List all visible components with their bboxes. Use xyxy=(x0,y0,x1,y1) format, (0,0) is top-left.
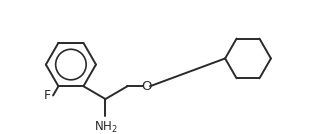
Text: O: O xyxy=(141,80,152,93)
Text: NH$_2$: NH$_2$ xyxy=(93,120,117,134)
Text: F: F xyxy=(43,89,51,102)
